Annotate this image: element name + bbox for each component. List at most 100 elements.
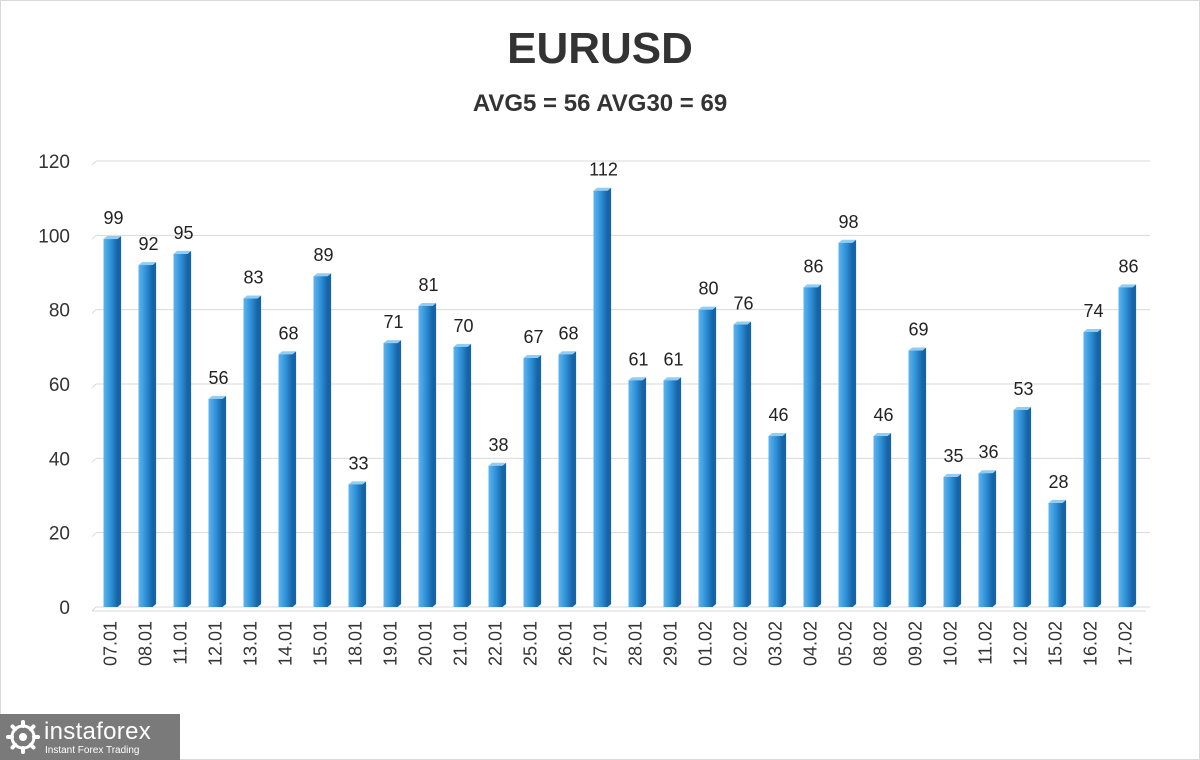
data-label: 86 [803,256,823,276]
bar-side [257,295,262,607]
data-label: 28 [1048,472,1068,492]
bar-top [628,377,647,381]
bar [698,309,713,607]
bar-side [327,273,332,607]
bar-group [908,347,927,607]
bar-group [943,473,962,607]
data-label: 81 [418,275,438,295]
bar [943,476,958,607]
x-tick-label: 16.02 [1081,621,1101,666]
bar-top [768,433,787,437]
bar-side [1027,407,1032,607]
bar-top [418,302,437,306]
bar-top [663,377,682,381]
data-label: 70 [453,316,473,336]
bar [453,346,468,607]
bar-top [1083,328,1102,332]
bar-side [362,481,367,607]
data-label: 98 [838,212,858,232]
bar-top [558,351,577,355]
gridline-stub [91,160,97,166]
bar-top [733,321,752,325]
x-tick-label: 21.01 [451,621,471,666]
gridline-stub [91,457,97,463]
data-label: 67 [523,327,543,347]
data-label: 76 [733,294,753,314]
bar-group [558,351,577,607]
bar-side [537,354,542,607]
bar-top [173,250,192,254]
x-tick-label: 28.01 [626,621,646,666]
bar-side [432,302,437,607]
bar-top [873,433,892,437]
bar [1118,287,1133,607]
bar-top [803,284,822,288]
bar [208,398,223,607]
bar [103,239,118,608]
y-tick-label: 120 [38,152,70,173]
bar-group [523,354,542,607]
bar [873,436,888,607]
bar-group [593,187,612,607]
bar-side [677,377,682,607]
data-label: 56 [208,368,228,388]
y-tick-label: 100 [38,226,70,247]
bar-top [978,470,997,474]
bar-side [607,187,612,607]
bar [593,190,608,607]
bar-group [1048,499,1067,607]
data-label: 68 [558,323,578,343]
bar [558,354,573,607]
bar [348,484,363,607]
x-tick-label: 02.02 [731,621,751,666]
bar-side [467,343,472,607]
x-tick-label: 25.01 [521,621,541,666]
bar-top [1013,407,1032,411]
bar-group [1118,284,1137,607]
bar-side [957,473,962,607]
bar [803,287,818,607]
bar [1013,410,1028,607]
bar-group [1083,328,1102,607]
bar-group [243,295,262,607]
bar-top [908,347,927,351]
x-tick-label: 08.01 [136,621,156,666]
gear-logo-icon [6,720,40,754]
bar [278,354,293,607]
data-label: 112 [589,160,618,180]
bar-side [1062,499,1067,607]
x-tick-label: 11.01 [171,621,191,665]
x-tick-label: 13.01 [241,621,261,666]
x-tick-label: 26.01 [556,621,576,666]
x-tick-label: 12.01 [206,621,226,666]
x-axis: 07.01 08.01 11.01 12.01 13.01 14.01 15.01 18.01… [101,621,1136,666]
bar [978,473,993,607]
bar-side [922,347,927,607]
bars [103,187,1137,608]
bar-side [1132,284,1137,607]
bar [418,305,433,607]
data-label: 92 [138,234,158,254]
y-tick-label: 0 [59,598,70,619]
bar-top [138,262,157,266]
data-label: 35 [943,446,963,466]
gridline-stub [91,309,97,315]
bar [1048,502,1063,607]
bar-top [838,239,857,243]
data-label: 68 [278,323,298,343]
x-tick-label: 11.02 [976,621,996,665]
bar-group [173,250,192,607]
bar-group [873,433,892,607]
x-tick-label: 07.01 [101,621,121,666]
bar-top [698,306,717,310]
data-label: 61 [663,349,683,369]
logo-tagline: Instant Forex Trading [45,745,140,756]
bar-top [523,354,542,358]
data-label: 89 [313,245,333,265]
x-tick-label: 15.01 [311,621,331,666]
bar-side [712,306,717,607]
bar-side [572,351,577,607]
bar-group [1013,407,1032,607]
bar-group [383,340,402,607]
bar [383,343,398,607]
